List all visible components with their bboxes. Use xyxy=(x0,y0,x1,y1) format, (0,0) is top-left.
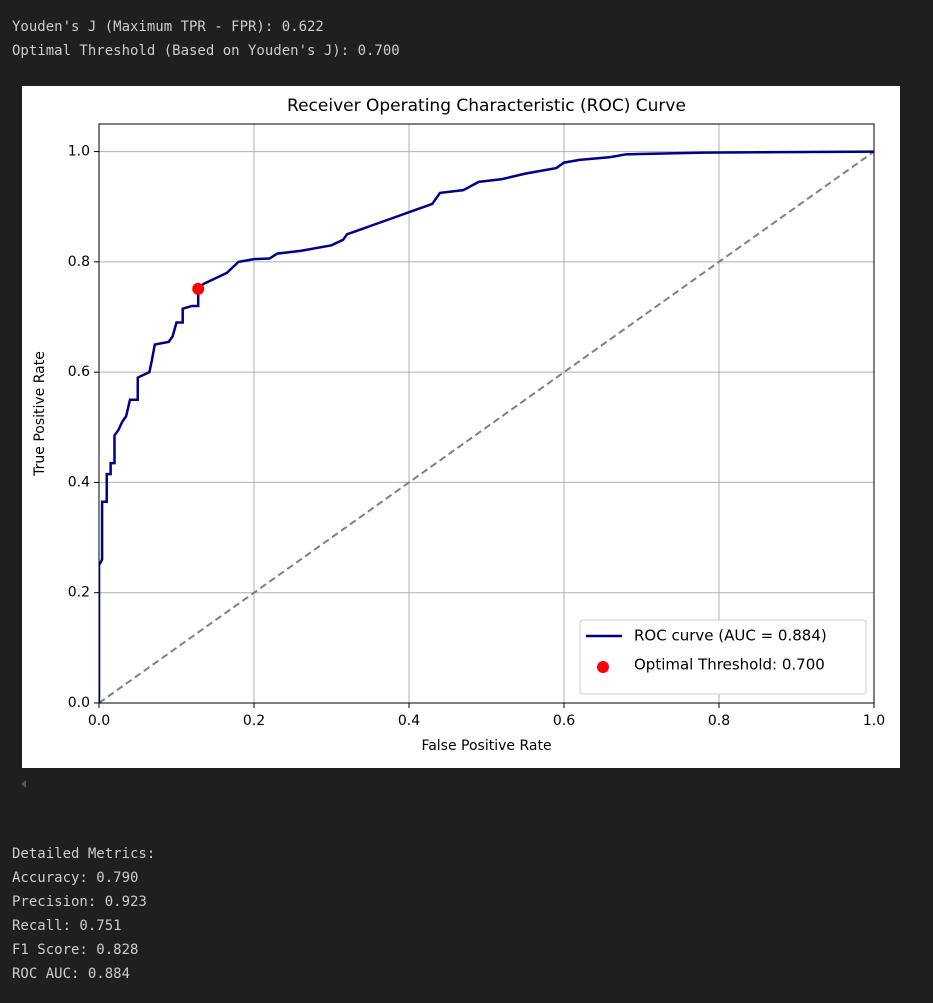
scroll-arrow[interactable] xyxy=(18,778,30,790)
output-line: Detailed Metrics: xyxy=(12,846,156,862)
output-line: ROC AUC: 0.884 xyxy=(12,966,131,982)
y-tick-label: 0.0 xyxy=(68,695,90,711)
y-tick-label: 0.8 xyxy=(68,254,90,270)
y-tick-label: 0.4 xyxy=(68,474,90,490)
y-tick-label: 1.0 xyxy=(68,144,90,160)
x-axis-label: False Positive Rate xyxy=(421,738,551,754)
y-tick-label: 0.2 xyxy=(68,585,90,601)
legend-box xyxy=(579,619,867,695)
y-axis-label: True Positive Rate xyxy=(32,351,48,477)
y-tick-label: 0.6 xyxy=(68,364,90,380)
reference-line xyxy=(99,150,874,703)
output-line: Youden's J (Maximum TPR - FPR): 0.622 xyxy=(12,19,324,35)
output-line: Recall: 0.751 xyxy=(12,918,122,934)
output-line: Precision: 0.923 xyxy=(12,894,147,910)
x-tick-label: 0.4 xyxy=(398,713,420,729)
x-tick-label: 1.0 xyxy=(863,713,885,729)
x-tick-label: 0.8 xyxy=(708,713,730,729)
legend-label: Optimal Threshold: 0.700 xyxy=(634,656,825,674)
legend-label: ROC curve (AUC = 0.884) xyxy=(634,627,827,645)
roc-line xyxy=(99,150,874,703)
x-tick-label: 0.2 xyxy=(243,713,265,729)
plot-frame xyxy=(98,123,875,704)
output-line: Accuracy: 0.790 xyxy=(12,870,139,886)
x-tick-label: 0.0 xyxy=(88,713,110,729)
legend-marker xyxy=(597,661,609,673)
optimal-point xyxy=(192,282,205,295)
chart: Receiver Operating Characteristic (ROC) … xyxy=(22,86,900,768)
output-line: Optimal Threshold (Based on Youden's J):… xyxy=(12,43,400,59)
x-tick-label: 0.6 xyxy=(553,713,575,729)
output-line: F1 Score: 0.828 xyxy=(12,942,139,958)
arrow-icon xyxy=(21,780,26,788)
chart-title: Receiver Operating Characteristic (ROC) … xyxy=(287,96,686,116)
